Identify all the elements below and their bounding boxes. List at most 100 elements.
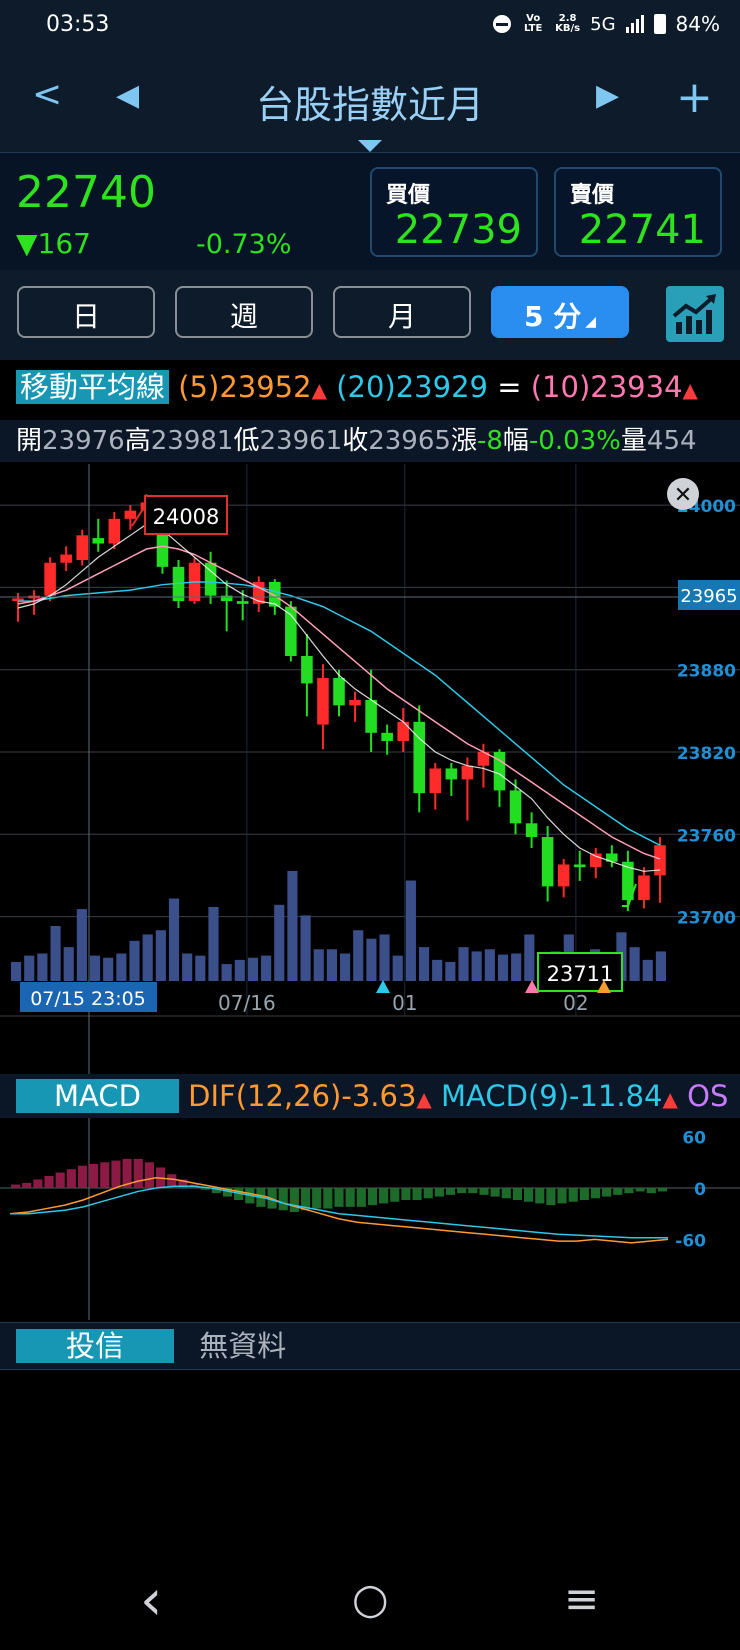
candles bbox=[12, 494, 666, 912]
candle-body bbox=[365, 699, 377, 733]
macd-histogram-bar bbox=[211, 1188, 221, 1194]
period-week-button[interactable]: 週 bbox=[175, 286, 313, 338]
volume-bar bbox=[155, 930, 166, 981]
candle-body bbox=[220, 595, 233, 602]
macd-histogram-bar bbox=[590, 1188, 601, 1199]
page-title[interactable]: 台股指數近月 bbox=[255, 83, 484, 127]
candle-body bbox=[381, 732, 393, 742]
candle-body bbox=[654, 845, 666, 876]
ma5-value: (5)23952 bbox=[178, 370, 312, 404]
macd-histogram-bar bbox=[379, 1188, 389, 1204]
macd-histogram-bar bbox=[33, 1179, 43, 1188]
volume-bar bbox=[37, 953, 48, 981]
macd-histogram-bar bbox=[300, 1188, 311, 1211]
macd-value: MACD(9)-11.84 bbox=[441, 1079, 663, 1113]
candlestick-chart[interactable]: 240002394023880238202376023700 07/160102… bbox=[0, 464, 740, 1074]
net-speed: 2.8 KB/s bbox=[555, 13, 581, 34]
title-dropdown-icon[interactable] bbox=[358, 140, 382, 152]
volume-bar bbox=[458, 947, 469, 981]
institution-label[interactable]: 投信 bbox=[16, 1329, 175, 1363]
candle-body bbox=[76, 535, 88, 560]
candle-body bbox=[477, 752, 490, 766]
macd-histogram-bar bbox=[568, 1188, 578, 1202]
volume-bar bbox=[103, 957, 114, 981]
nav-recents-button[interactable]: ≡ bbox=[564, 1574, 600, 1623]
volume-bar bbox=[116, 953, 127, 981]
macd-histogram-bar bbox=[367, 1188, 378, 1206]
nav-back-button[interactable]: ‹ bbox=[140, 1568, 163, 1633]
macd-histogram-bar bbox=[111, 1160, 121, 1188]
candle-body bbox=[60, 554, 72, 563]
dif-value: DIF(12,26)-3.63 bbox=[188, 1079, 417, 1113]
volume-bar bbox=[195, 955, 206, 981]
ask-box[interactable]: 賣價 22741 bbox=[554, 167, 722, 257]
volume-bar bbox=[445, 961, 456, 981]
macd-histogram-bar bbox=[323, 1188, 333, 1209]
macd-histogram-bar bbox=[401, 1188, 411, 1200]
macd-legend: MACD DIF(12,26)-3.63▲ MACD(9)-11.84▲ OS bbox=[0, 1074, 740, 1118]
candle-body bbox=[12, 598, 24, 602]
macd-histogram-bar bbox=[646, 1188, 656, 1194]
close-indicator-button[interactable]: ✕ bbox=[667, 478, 699, 510]
macd-histogram-bar bbox=[434, 1188, 444, 1197]
ma10-up-icon: ▲ bbox=[682, 378, 698, 402]
macd-histogram-bar bbox=[133, 1158, 143, 1188]
volume-bar bbox=[326, 949, 337, 981]
volume-bar bbox=[287, 871, 298, 981]
candle-body bbox=[557, 864, 570, 887]
macd-label[interactable]: MACD bbox=[16, 1079, 179, 1113]
bid-label: 買價 bbox=[386, 183, 431, 208]
macd-chart[interactable]: 60 0 -60 bbox=[0, 1118, 740, 1320]
period-month-button[interactable]: 月 bbox=[333, 286, 471, 338]
volume-bar bbox=[300, 915, 311, 981]
macd-histogram-bar bbox=[55, 1172, 65, 1188]
macd-histogram-bar bbox=[602, 1188, 612, 1197]
chart-type-button[interactable] bbox=[666, 286, 724, 342]
volume-bar bbox=[392, 955, 403, 981]
volte-icon: Vo LTE bbox=[523, 13, 543, 34]
volume-bar bbox=[340, 953, 351, 981]
macd-histogram-bar bbox=[278, 1188, 288, 1211]
period-day-button[interactable]: 日 bbox=[17, 286, 155, 338]
macd-histogram-bar bbox=[122, 1158, 132, 1188]
nav-home-button[interactable]: ○ bbox=[352, 1574, 389, 1623]
osc-value: OS bbox=[687, 1079, 729, 1113]
ma-label[interactable]: 移動平均線 bbox=[16, 370, 170, 404]
ma5-up-icon: ▲ bbox=[311, 378, 327, 402]
macd-histogram-bar bbox=[11, 1184, 21, 1188]
macd-histogram-bar bbox=[468, 1188, 478, 1194]
back-button[interactable]: < bbox=[32, 74, 63, 115]
candle-body bbox=[541, 837, 554, 887]
candle-body bbox=[108, 518, 121, 544]
volume-bar bbox=[405, 880, 416, 981]
volume-bar bbox=[63, 947, 74, 981]
volume-bar bbox=[497, 954, 509, 981]
macd-histogram-bar bbox=[167, 1174, 177, 1188]
low-label: 低 bbox=[233, 426, 260, 456]
period-selector: 日 週 月 5 分 ◢ bbox=[0, 270, 740, 360]
volume-value: 454 bbox=[646, 426, 697, 456]
bid-box[interactable]: 買價 22739 bbox=[370, 167, 538, 257]
price-axis: 240002394023880238202376023700 bbox=[677, 497, 736, 928]
add-button[interactable]: + bbox=[676, 72, 713, 123]
volume-bar bbox=[655, 951, 666, 981]
price-tick-label: 23820 bbox=[677, 744, 736, 764]
close-label: 收 bbox=[342, 426, 369, 456]
volume-bar bbox=[524, 934, 535, 981]
macd-histogram-bar bbox=[100, 1162, 110, 1188]
open-value: 23976 bbox=[42, 426, 125, 456]
ma-legend: 移動平均線 (5)23952▲ (20)23929 = (10)23934▲ bbox=[0, 364, 740, 414]
cursor-date: 07/15 23:05 bbox=[30, 988, 146, 1010]
prev-symbol-button[interactable]: ◀ bbox=[116, 78, 140, 113]
period-5min-button[interactable]: 5 分 ◢ bbox=[491, 286, 629, 338]
macd-histogram-bar bbox=[457, 1188, 467, 1194]
next-symbol-button[interactable]: ▶ bbox=[596, 78, 620, 113]
time-tick-label: 02 bbox=[563, 991, 588, 1015]
macd-histogram-bar bbox=[234, 1188, 244, 1200]
system-icons: Vo LTE 2.8 KB/s 5G 84% bbox=[493, 12, 720, 36]
candle-body bbox=[124, 510, 137, 519]
macd-histogram-bar bbox=[512, 1188, 523, 1200]
macd-tick-label: 60 bbox=[682, 1129, 706, 1149]
volume-bar bbox=[24, 955, 35, 981]
volume-bar bbox=[484, 949, 495, 981]
